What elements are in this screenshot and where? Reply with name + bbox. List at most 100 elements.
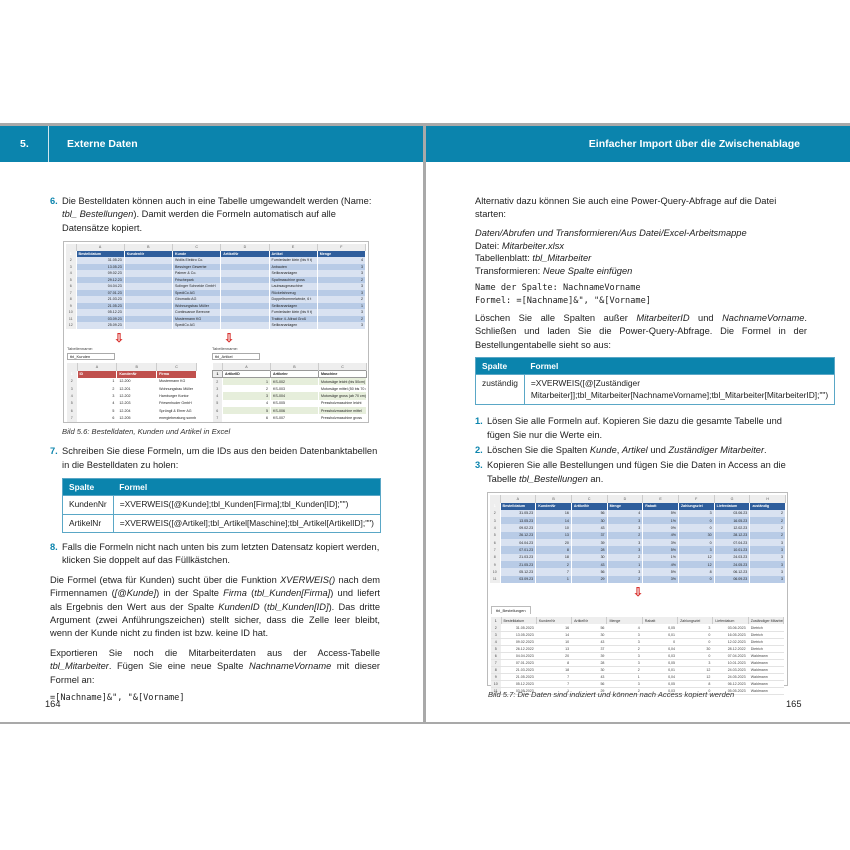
cell[interactable]: 3: [749, 546, 786, 554]
cell[interactable]: 06.12.23: [714, 568, 751, 576]
cell[interactable]: 21.05.2023: [501, 673, 537, 681]
cell[interactable]: 09.02.2023: [501, 638, 537, 646]
cell[interactable]: Motorsäge mittel (50 bis 70 cm): [318, 385, 367, 393]
cell[interactable]: Waldmann: [748, 652, 785, 660]
cell[interactable]: 28: [571, 659, 608, 667]
cell[interactable]: 30: [678, 531, 715, 540]
cell[interactable]: 0,03: [642, 652, 679, 660]
cell[interactable]: 12-202: [116, 392, 158, 400]
header-cell[interactable]: ArtikelNr: [571, 502, 608, 510]
header-cell[interactable]: Zahlungsziel: [677, 617, 714, 625]
row-number[interactable]: 5: [212, 399, 223, 407]
cell[interactable]: 09.02.23: [76, 270, 125, 277]
cell[interactable]: 3: [606, 659, 643, 667]
cell[interactable]: 4: [77, 399, 118, 407]
cell[interactable]: Rückefahrzeug: [269, 289, 318, 297]
cell[interactable]: 3: [222, 392, 271, 400]
corner-cell[interactable]: [66, 244, 77, 251]
cell[interactable]: 39: [571, 539, 608, 547]
cell[interactable]: 13: [536, 645, 573, 653]
cell[interactable]: Traktor 4. Allrad Groß: [269, 315, 318, 323]
cell[interactable]: 37: [571, 645, 608, 653]
cell[interactable]: 3: [317, 283, 367, 290]
cell[interactable]: Sprüngli & Ehrer AG: [156, 407, 197, 415]
cell[interactable]: [124, 263, 174, 271]
cell[interactable]: 3: [677, 659, 714, 667]
row-number[interactable]: 2: [490, 509, 501, 518]
cell[interactable]: 14: [536, 631, 573, 639]
cell[interactable]: 16.05.23: [714, 517, 751, 525]
column-header[interactable]: F: [317, 244, 367, 251]
cell[interactable]: 43: [571, 638, 608, 646]
cell[interactable]: 05.05.2023: [712, 687, 749, 695]
cell[interactable]: Wohnungsbau Müller: [156, 385, 197, 393]
cell[interactable]: [124, 257, 174, 264]
row-number[interactable]: 8: [491, 666, 502, 674]
cell[interactable]: 43: [571, 673, 608, 681]
row-number[interactable]: 7: [490, 546, 501, 554]
cell[interactable]: 1: [606, 673, 643, 681]
header-cell[interactable]: KundenNr: [535, 502, 572, 510]
cell[interactable]: Solinger Schneide GmbH: [172, 283, 222, 290]
corner-cell[interactable]: [490, 495, 501, 503]
cell[interactable]: 3: [606, 631, 643, 639]
row-number[interactable]: 3: [491, 631, 502, 639]
cell[interactable]: 13: [535, 531, 572, 540]
cell[interactable]: 0%: [642, 524, 679, 532]
cell[interactable]: [124, 289, 174, 297]
cell[interactable]: 1%: [642, 517, 679, 525]
cell[interactable]: 3: [317, 322, 367, 329]
row-number[interactable]: 11: [66, 315, 77, 323]
header-cell[interactable]: zuständig: [749, 502, 786, 510]
cell[interactable]: [220, 276, 270, 284]
cell[interactable]: 12-203: [116, 399, 158, 407]
cell[interactable]: 03.06.2023: [712, 624, 749, 632]
header-cell[interactable]: Firma: [156, 370, 197, 378]
cell[interactable]: 07.01.23: [76, 289, 125, 297]
cell[interactable]: 21.05.23: [500, 560, 537, 569]
row-number[interactable]: 1: [491, 617, 502, 625]
cell[interactable]: 2: [749, 531, 786, 540]
cell[interactable]: 56: [571, 568, 608, 576]
cell[interactable]: 3: [606, 680, 643, 688]
cell[interactable]: 3: [607, 568, 644, 576]
cell[interactable]: [220, 302, 270, 310]
cell[interactable]: [124, 276, 174, 284]
header-cell[interactable]: Bestelldatum: [76, 250, 125, 258]
cell[interactable]: 0: [678, 539, 715, 547]
cell[interactable]: 29: [571, 575, 608, 583]
cell[interactable]: 1%: [642, 553, 679, 561]
row-number[interactable]: 10: [490, 568, 501, 576]
row-number[interactable]: 6: [491, 652, 502, 660]
cell[interactable]: 07.04.2023: [712, 652, 749, 660]
header-cell[interactable]: Artikel: [269, 250, 318, 258]
cell[interactable]: [220, 309, 270, 316]
cell[interactable]: 10.01.2023: [712, 659, 749, 667]
cell[interactable]: Frischepark: [172, 276, 222, 284]
cell[interactable]: 30: [677, 645, 714, 653]
column-header[interactable]: C: [571, 495, 608, 503]
cell[interactable]: KS-005: [270, 399, 319, 407]
row-number[interactable]: 3: [66, 263, 77, 271]
cell[interactable]: 2: [535, 560, 572, 569]
cell[interactable]: 56: [571, 509, 608, 518]
row-number[interactable]: 7: [212, 414, 223, 422]
cell[interactable]: 3%: [642, 539, 679, 547]
cell[interactable]: 3: [607, 517, 644, 525]
cell[interactable]: 16.05.2023: [712, 631, 749, 639]
cell[interactable]: 12-201: [116, 385, 158, 393]
cell[interactable]: Mustermann KG: [156, 377, 197, 386]
cell[interactable]: 1: [317, 302, 367, 310]
cell[interactable]: 28.12.23: [714, 531, 751, 540]
column-header[interactable]: G: [714, 495, 751, 503]
row-number[interactable]: 2: [212, 377, 223, 386]
row-number[interactable]: 1: [67, 370, 78, 378]
cell[interactable]: Dietrich: [748, 645, 785, 653]
row-number[interactable]: 7: [491, 659, 502, 667]
cell[interactable]: 24.03.2023: [712, 666, 749, 674]
cell[interactable]: Dietrich: [748, 631, 785, 639]
cell[interactable]: 1: [607, 560, 644, 569]
row-number[interactable]: 8: [66, 296, 77, 303]
cell[interactable]: 7: [536, 680, 573, 688]
cell[interactable]: 05.12.23: [76, 309, 125, 316]
